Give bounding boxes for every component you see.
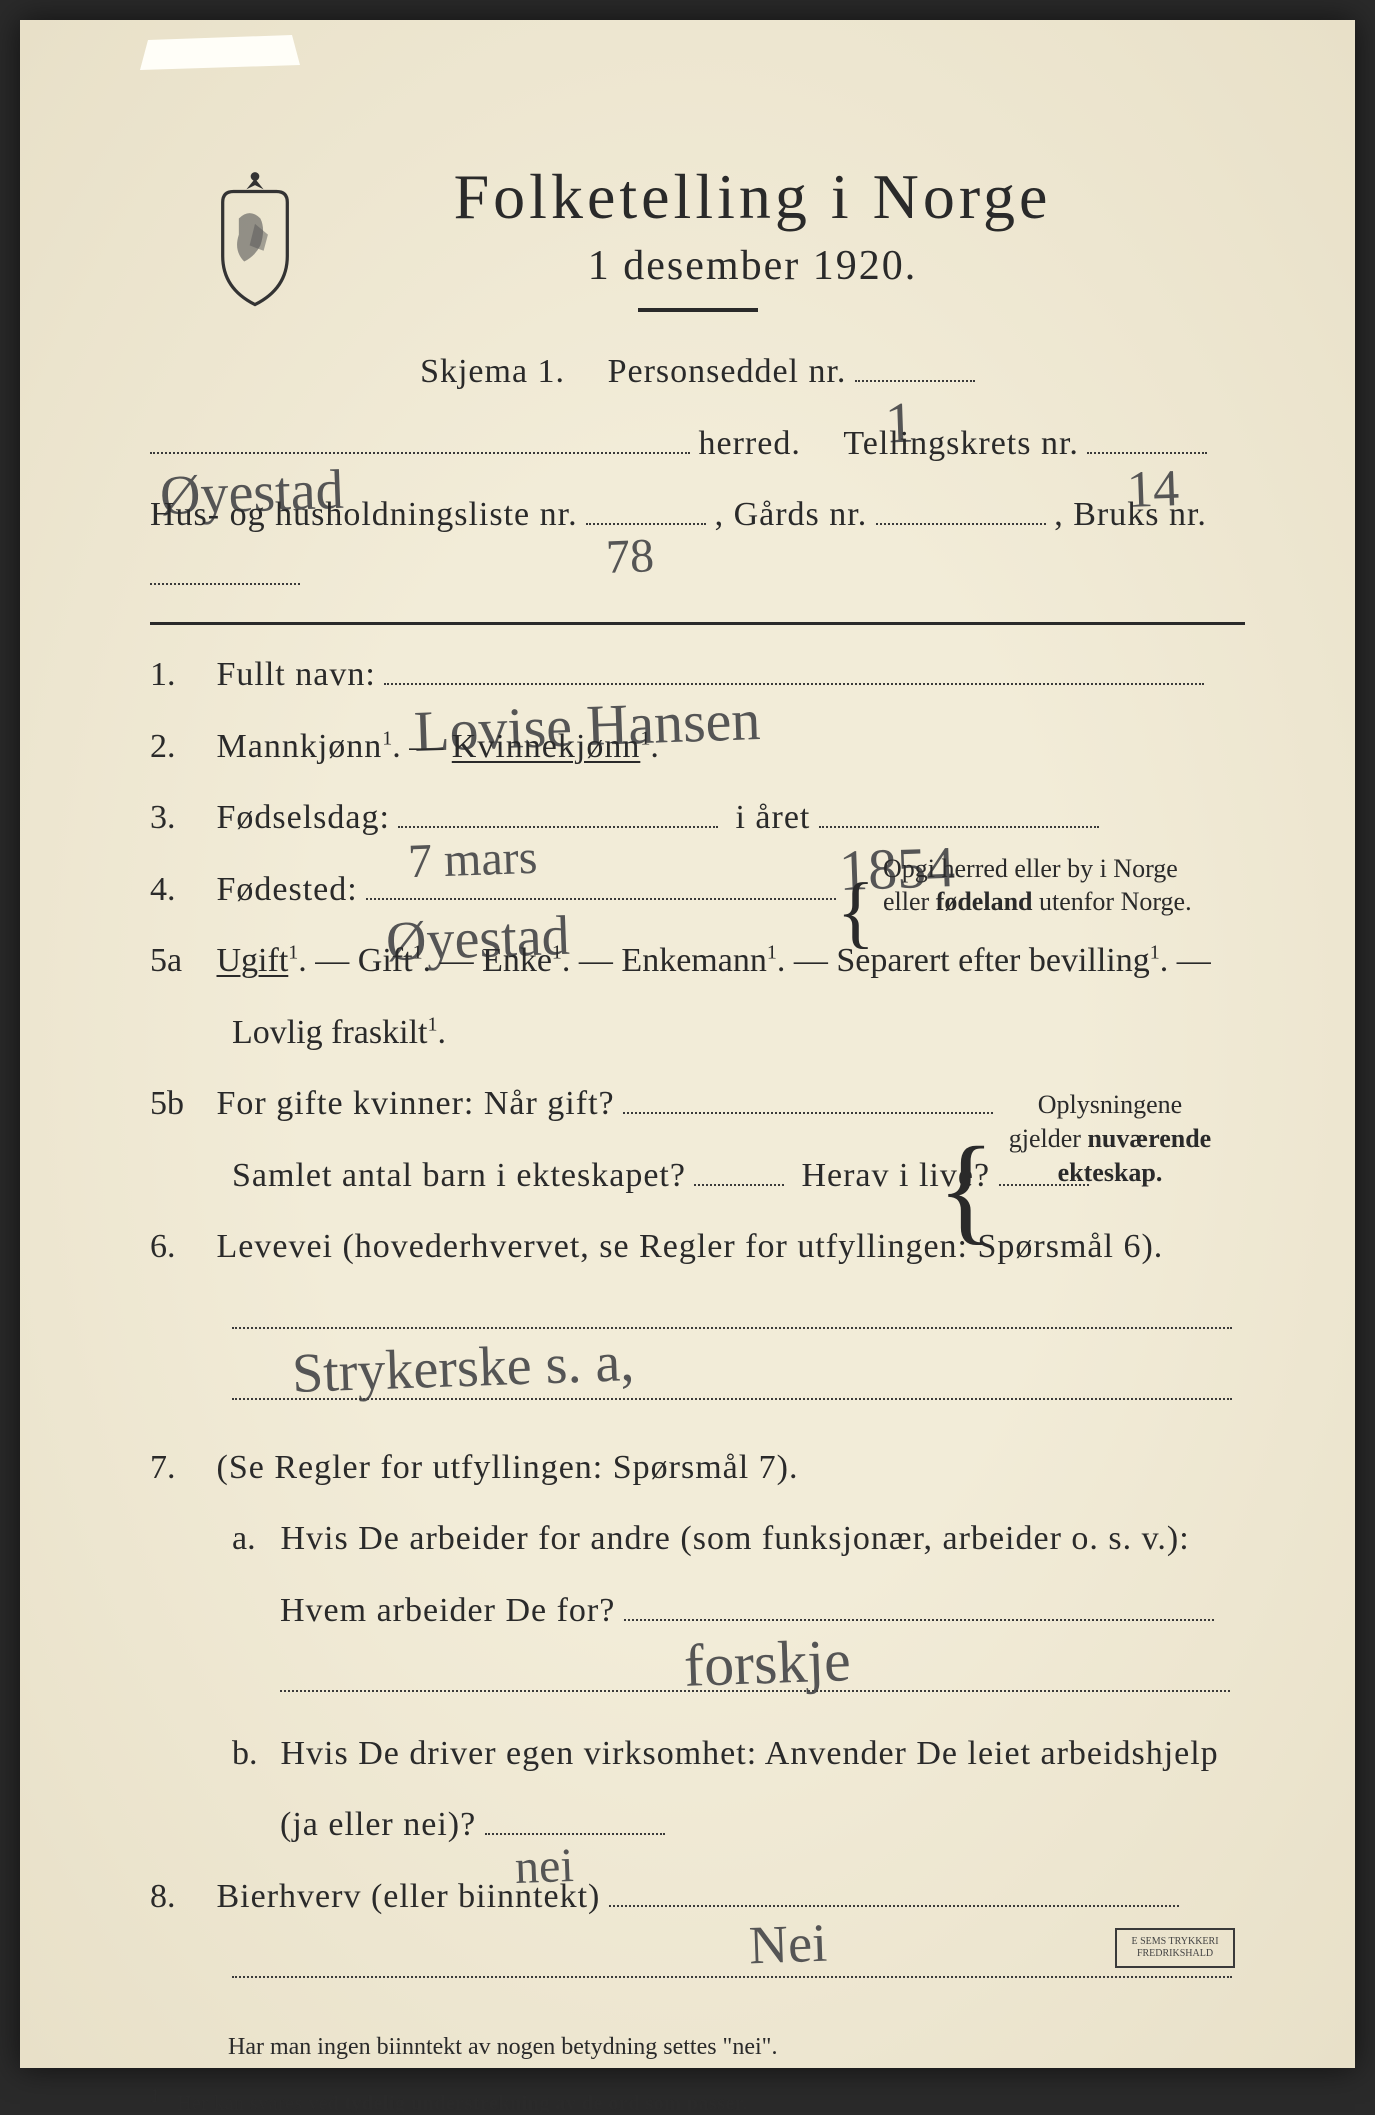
herred-field: Øyestad [150, 452, 690, 454]
q2-mann: Mannkjønn [217, 728, 383, 765]
row-q6-field2 [150, 1360, 1245, 1420]
q7-num: 7. [150, 1438, 208, 1498]
gards-field [876, 523, 1046, 525]
q7a-field: forskje [624, 1619, 1214, 1621]
q7a-field2 [280, 1690, 1230, 1692]
q5b-live-field [999, 1184, 1089, 1186]
q5b-num: 5b [150, 1074, 208, 1134]
row-skjema: Skjema 1. Personseddel nr. 1 [150, 342, 1245, 402]
q5a-num: 5a [150, 931, 208, 991]
q7b-field: nei [485, 1833, 665, 1835]
q5b-line2a: Samlet antal barn i ekteskapet? [232, 1157, 686, 1194]
row-q6: 6. Levevei (hovederhvervet, se Regler fo… [150, 1217, 1245, 1277]
q7a-num: a. [232, 1509, 272, 1569]
row-herred: Øyestad herred. Tellingskrets nr. 14 [150, 414, 1245, 474]
q1-label: Fullt navn: [217, 656, 376, 693]
row-q5a-cont: Lovlig fraskilt1. [150, 1003, 1245, 1063]
q3-label: Fødselsdag: [217, 799, 390, 836]
tellingskrets-label: Tellingskrets nr. [843, 425, 1079, 462]
husliste-label: Hus- og husholdningsliste nr. [150, 496, 578, 533]
q4-note: Opgi herred eller by i Norge eller fødel… [883, 852, 1233, 920]
q6-num: 6. [150, 1217, 208, 1277]
footnote-2: 1 Her kan svares ved tydelig understrekn… [150, 2085, 1245, 2115]
printer-stamp: E SEMS TRYKKERI FREDRIKSHALD [1115, 1928, 1235, 1968]
q7a-line2-label: Hvem arbeider De for? [280, 1592, 615, 1629]
q3-year-field: 1854 [819, 826, 1099, 828]
q7a-line1: Hvis De arbeider for andre (som funksjon… [281, 1520, 1190, 1557]
q5a-enke: Enke [482, 942, 552, 979]
q2-num: 2. [150, 717, 208, 777]
row-q2: 2. Mannkjønn1. — Kvinnekjønn1. [150, 717, 1245, 777]
q6-field: Strykerske s. a, [232, 1327, 1232, 1329]
footnote-1: Har man ingen biinntekt av nogen betydni… [228, 2034, 1245, 2061]
bruks-label: , Bruks nr. [1054, 496, 1207, 533]
q5a-gift: Gift [358, 942, 413, 979]
q5a-enkemann: Enkemann [621, 942, 766, 979]
tellingskrets-field: 14 [1087, 452, 1207, 454]
q2-sep: — [409, 728, 452, 765]
q6-field2 [232, 1398, 1232, 1400]
section-divider [150, 622, 1245, 625]
q5b-barn-field [694, 1184, 784, 1186]
personseddel-field: 1 [855, 380, 975, 382]
q2-kvinne: Kvinnekjønn [452, 728, 641, 765]
q3-day-field: 7 mars [398, 826, 718, 828]
q1-field: Lovise Hansen [384, 683, 1204, 685]
q5b-line2b: Herav i live? [801, 1157, 990, 1194]
row-q8-2 [150, 1938, 1245, 1998]
q4-num: 4. [150, 860, 208, 920]
row-q3: 3. Fødselsdag: 7 mars i året 1854 [150, 788, 1245, 848]
row-q1: 1. Fullt navn: Lovise Hansen [150, 645, 1245, 705]
husliste-field: 78 [586, 523, 706, 525]
coat-of-arms-icon [200, 170, 310, 310]
row-q5b-2: Samlet antal barn i ekteskapet? Herav i … [150, 1146, 1245, 1206]
q4-label: Fødested: [217, 871, 358, 908]
census-form-page: Folketelling i Norge 1 desember 1920. Sk… [20, 20, 1355, 2068]
row-q6-field: Strykerske s. a, [150, 1289, 1245, 1349]
husliste-value: 78 [605, 514, 656, 600]
q7-label: (Se Regler for utfyllingen: Spørsmål 7). [217, 1449, 799, 1486]
q5a-ugift: Ugift [217, 942, 289, 979]
row-q7b-2: (ja eller nei)? nei [150, 1795, 1245, 1855]
q7b-num: b. [232, 1724, 272, 1784]
q8-field2 [232, 1976, 1232, 1978]
q5a-fraskilt: Lovlig fraskilt [232, 1014, 427, 1051]
row-q7a-3 [150, 1652, 1245, 1712]
bruks-field [150, 583, 300, 585]
q4-field: Øyestad [366, 898, 836, 900]
row-husliste: Hus- og husholdningsliste nr. 78 , Gårds… [150, 485, 1245, 604]
row-q7a-2: Hvem arbeider De for? forskje [150, 1581, 1245, 1641]
form-header: Folketelling i Norge 1 desember 1920. [150, 160, 1245, 312]
q5a-separert: Separert efter bevilling [836, 942, 1149, 979]
q7b-line2-label: (ja eller nei)? [280, 1806, 476, 1843]
herred-label: herred. [699, 425, 801, 462]
row-q5b-1: 5b For gifte kvinner: Når gift? { Oplysn… [150, 1074, 1245, 1134]
q5b-line1: For gifte kvinner: Når gift? [217, 1085, 615, 1122]
gards-label: , Gårds nr. [715, 496, 868, 533]
q3-num: 3. [150, 788, 208, 848]
form-date: 1 desember 1920. [260, 242, 1245, 290]
row-q7: 7. (Se Regler for utfyllingen: Spørsmål … [150, 1438, 1245, 1498]
q7b-line1: Hvis De driver egen virksomhet: Anvender… [281, 1735, 1219, 1772]
q8-field: Nei [609, 1905, 1179, 1907]
form-title: Folketelling i Norge [260, 160, 1245, 234]
row-q8: 8. Bierhverv (eller biinntekt) Nei [150, 1867, 1245, 1927]
row-q7b-1: b. Hvis De driver egen virksomhet: Anven… [150, 1724, 1245, 1784]
personseddel-label: Personseddel nr. [608, 353, 847, 390]
row-q4: 4. Fødested: Øyestad { Opgi herred eller… [150, 860, 1245, 920]
paper-tear [140, 20, 300, 70]
q8-num: 8. [150, 1867, 208, 1927]
header-divider [638, 308, 758, 312]
q1-num: 1. [150, 645, 208, 705]
row-q7a-1: a. Hvis De arbeider for andre (som funks… [150, 1509, 1245, 1569]
q8-label: Bierhverv (eller biinntekt) [217, 1878, 601, 1915]
q6-label: Levevei (hovederhvervet, se Regler for u… [217, 1228, 1164, 1265]
row-q5a: 5a Ugift1. — Gift1. — Enke1. — Enkemann1… [150, 931, 1245, 991]
q3-year-label: i året [735, 799, 810, 836]
skjema-label: Skjema 1. [420, 353, 565, 390]
